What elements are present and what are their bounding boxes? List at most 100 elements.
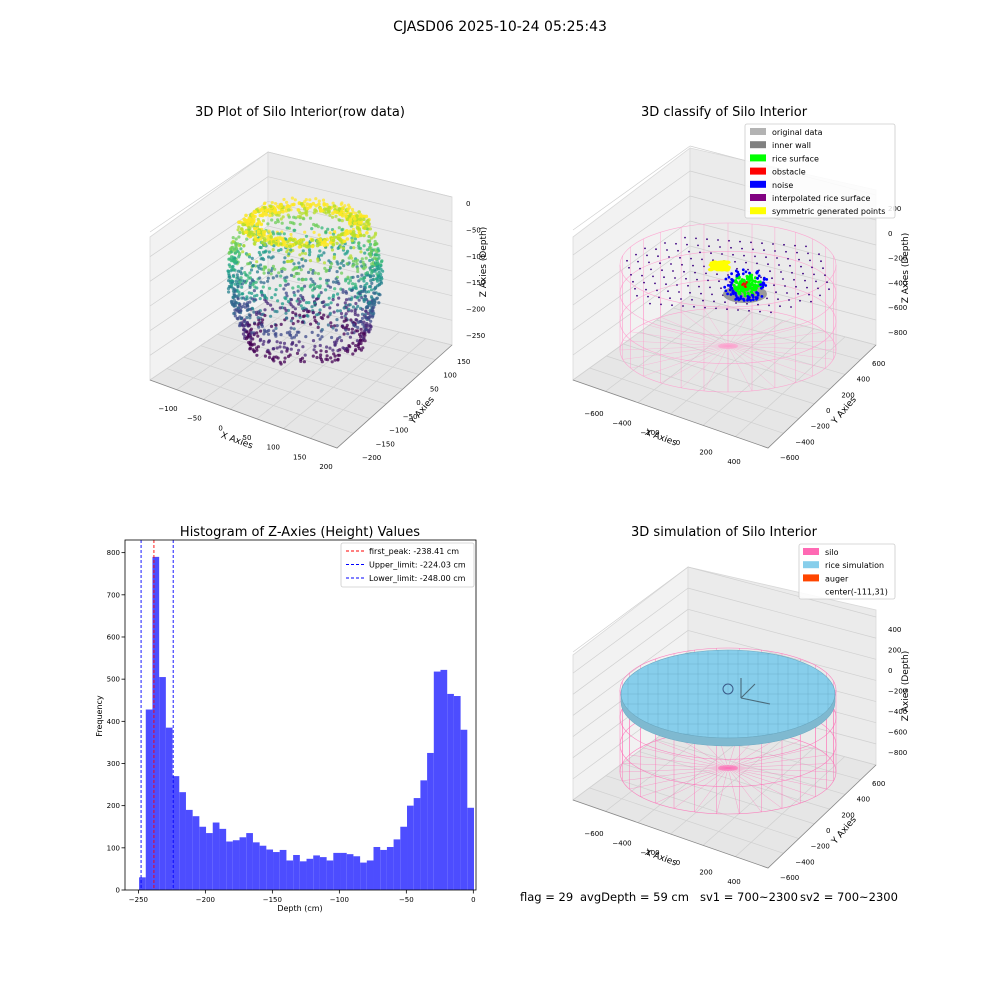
data-point — [232, 311, 236, 316]
interpolated-point — [779, 305, 781, 308]
gridline — [589, 367, 784, 434]
interpolated-point — [644, 247, 646, 250]
data-point — [267, 250, 271, 254]
y-tick-label: 800 — [107, 549, 120, 557]
data-point — [303, 252, 308, 256]
tick-label: −100 — [158, 405, 177, 413]
data-point — [324, 349, 328, 354]
interpolated-point — [765, 256, 767, 259]
data-point — [233, 289, 237, 293]
data-point — [304, 277, 308, 281]
legend-label: silo — [825, 548, 839, 557]
data-point — [245, 315, 249, 320]
data-point — [375, 279, 380, 283]
tick-label: 200 — [699, 448, 712, 456]
data-point — [372, 256, 376, 260]
y-tick-label: 0 — [116, 887, 120, 895]
data-point — [326, 227, 330, 231]
data-point — [255, 331, 259, 335]
gridline — [689, 245, 877, 296]
data-point — [262, 271, 266, 275]
silo-spoke — [629, 767, 729, 790]
data-point — [330, 215, 335, 219]
tick-label: −50 — [466, 226, 481, 234]
data-point — [318, 238, 323, 242]
tick-label: −800 — [888, 329, 907, 337]
noise-point — [741, 272, 745, 276]
data-point — [331, 238, 336, 243]
data-point — [336, 303, 340, 307]
interpolated-point — [780, 271, 782, 273]
interpolated-point — [732, 253, 734, 256]
data-point — [335, 339, 339, 343]
interpolated-point — [745, 261, 747, 264]
data-point — [275, 346, 279, 350]
interpolated-point — [818, 253, 820, 256]
data-point — [337, 282, 341, 286]
data-point — [301, 264, 305, 268]
data-point — [273, 267, 277, 271]
silo-spoke — [660, 316, 729, 347]
data-point — [345, 323, 349, 327]
data-point — [254, 310, 258, 314]
data-point — [280, 302, 285, 306]
gridline — [183, 356, 370, 419]
gridline — [687, 608, 877, 660]
silo-spoke — [727, 767, 834, 781]
data-point — [356, 269, 360, 273]
data-point — [259, 280, 263, 284]
data-point — [244, 337, 249, 341]
data-point — [291, 322, 295, 326]
data-point — [245, 303, 249, 307]
noise-point — [755, 271, 759, 274]
interpolated-point — [684, 236, 686, 239]
data-point — [278, 306, 282, 310]
hist-bar — [360, 862, 367, 890]
data-point — [301, 307, 305, 311]
raw-z-axis-label: Z Axies (Depth) — [479, 227, 489, 298]
data-point — [285, 316, 289, 320]
data-point — [247, 230, 252, 235]
legend-swatch — [750, 167, 766, 175]
data-point — [317, 199, 321, 203]
silo-spoke — [680, 311, 729, 347]
tick-label: 200 — [319, 463, 332, 471]
legend-label: rice simulation — [825, 561, 884, 570]
hist-bar — [279, 849, 287, 890]
data-point — [340, 219, 344, 223]
data-point — [331, 348, 335, 352]
data-point — [330, 228, 335, 232]
noise-point — [730, 286, 734, 290]
data-point — [351, 341, 355, 345]
data-point — [263, 313, 267, 318]
silo-bottom-center — [718, 765, 738, 771]
data-point — [356, 329, 360, 333]
data-point — [231, 295, 235, 299]
data-point — [271, 307, 275, 311]
hist-bar — [199, 826, 207, 890]
silo-spoke — [694, 767, 729, 813]
interpolated-point — [696, 278, 698, 281]
interpolated-point — [702, 299, 704, 302]
gridline — [176, 306, 295, 390]
data-point — [368, 315, 372, 319]
interpolated-point — [663, 276, 665, 279]
data-point — [342, 347, 346, 351]
interpolated-point — [659, 262, 661, 265]
noise-point — [741, 268, 745, 272]
data-point — [274, 236, 278, 241]
data-point — [248, 276, 253, 280]
data-point — [271, 230, 275, 234]
data-point — [317, 202, 321, 207]
data-point — [338, 266, 342, 270]
noise-point — [739, 295, 743, 298]
data-point — [233, 251, 237, 255]
hist-bar — [219, 828, 227, 890]
interpolated-point — [728, 239, 730, 242]
interpolated-point — [698, 285, 700, 288]
data-point — [354, 348, 358, 352]
data-point — [371, 278, 375, 282]
data-point — [344, 298, 349, 302]
data-point — [300, 320, 304, 324]
data-point — [373, 300, 377, 304]
